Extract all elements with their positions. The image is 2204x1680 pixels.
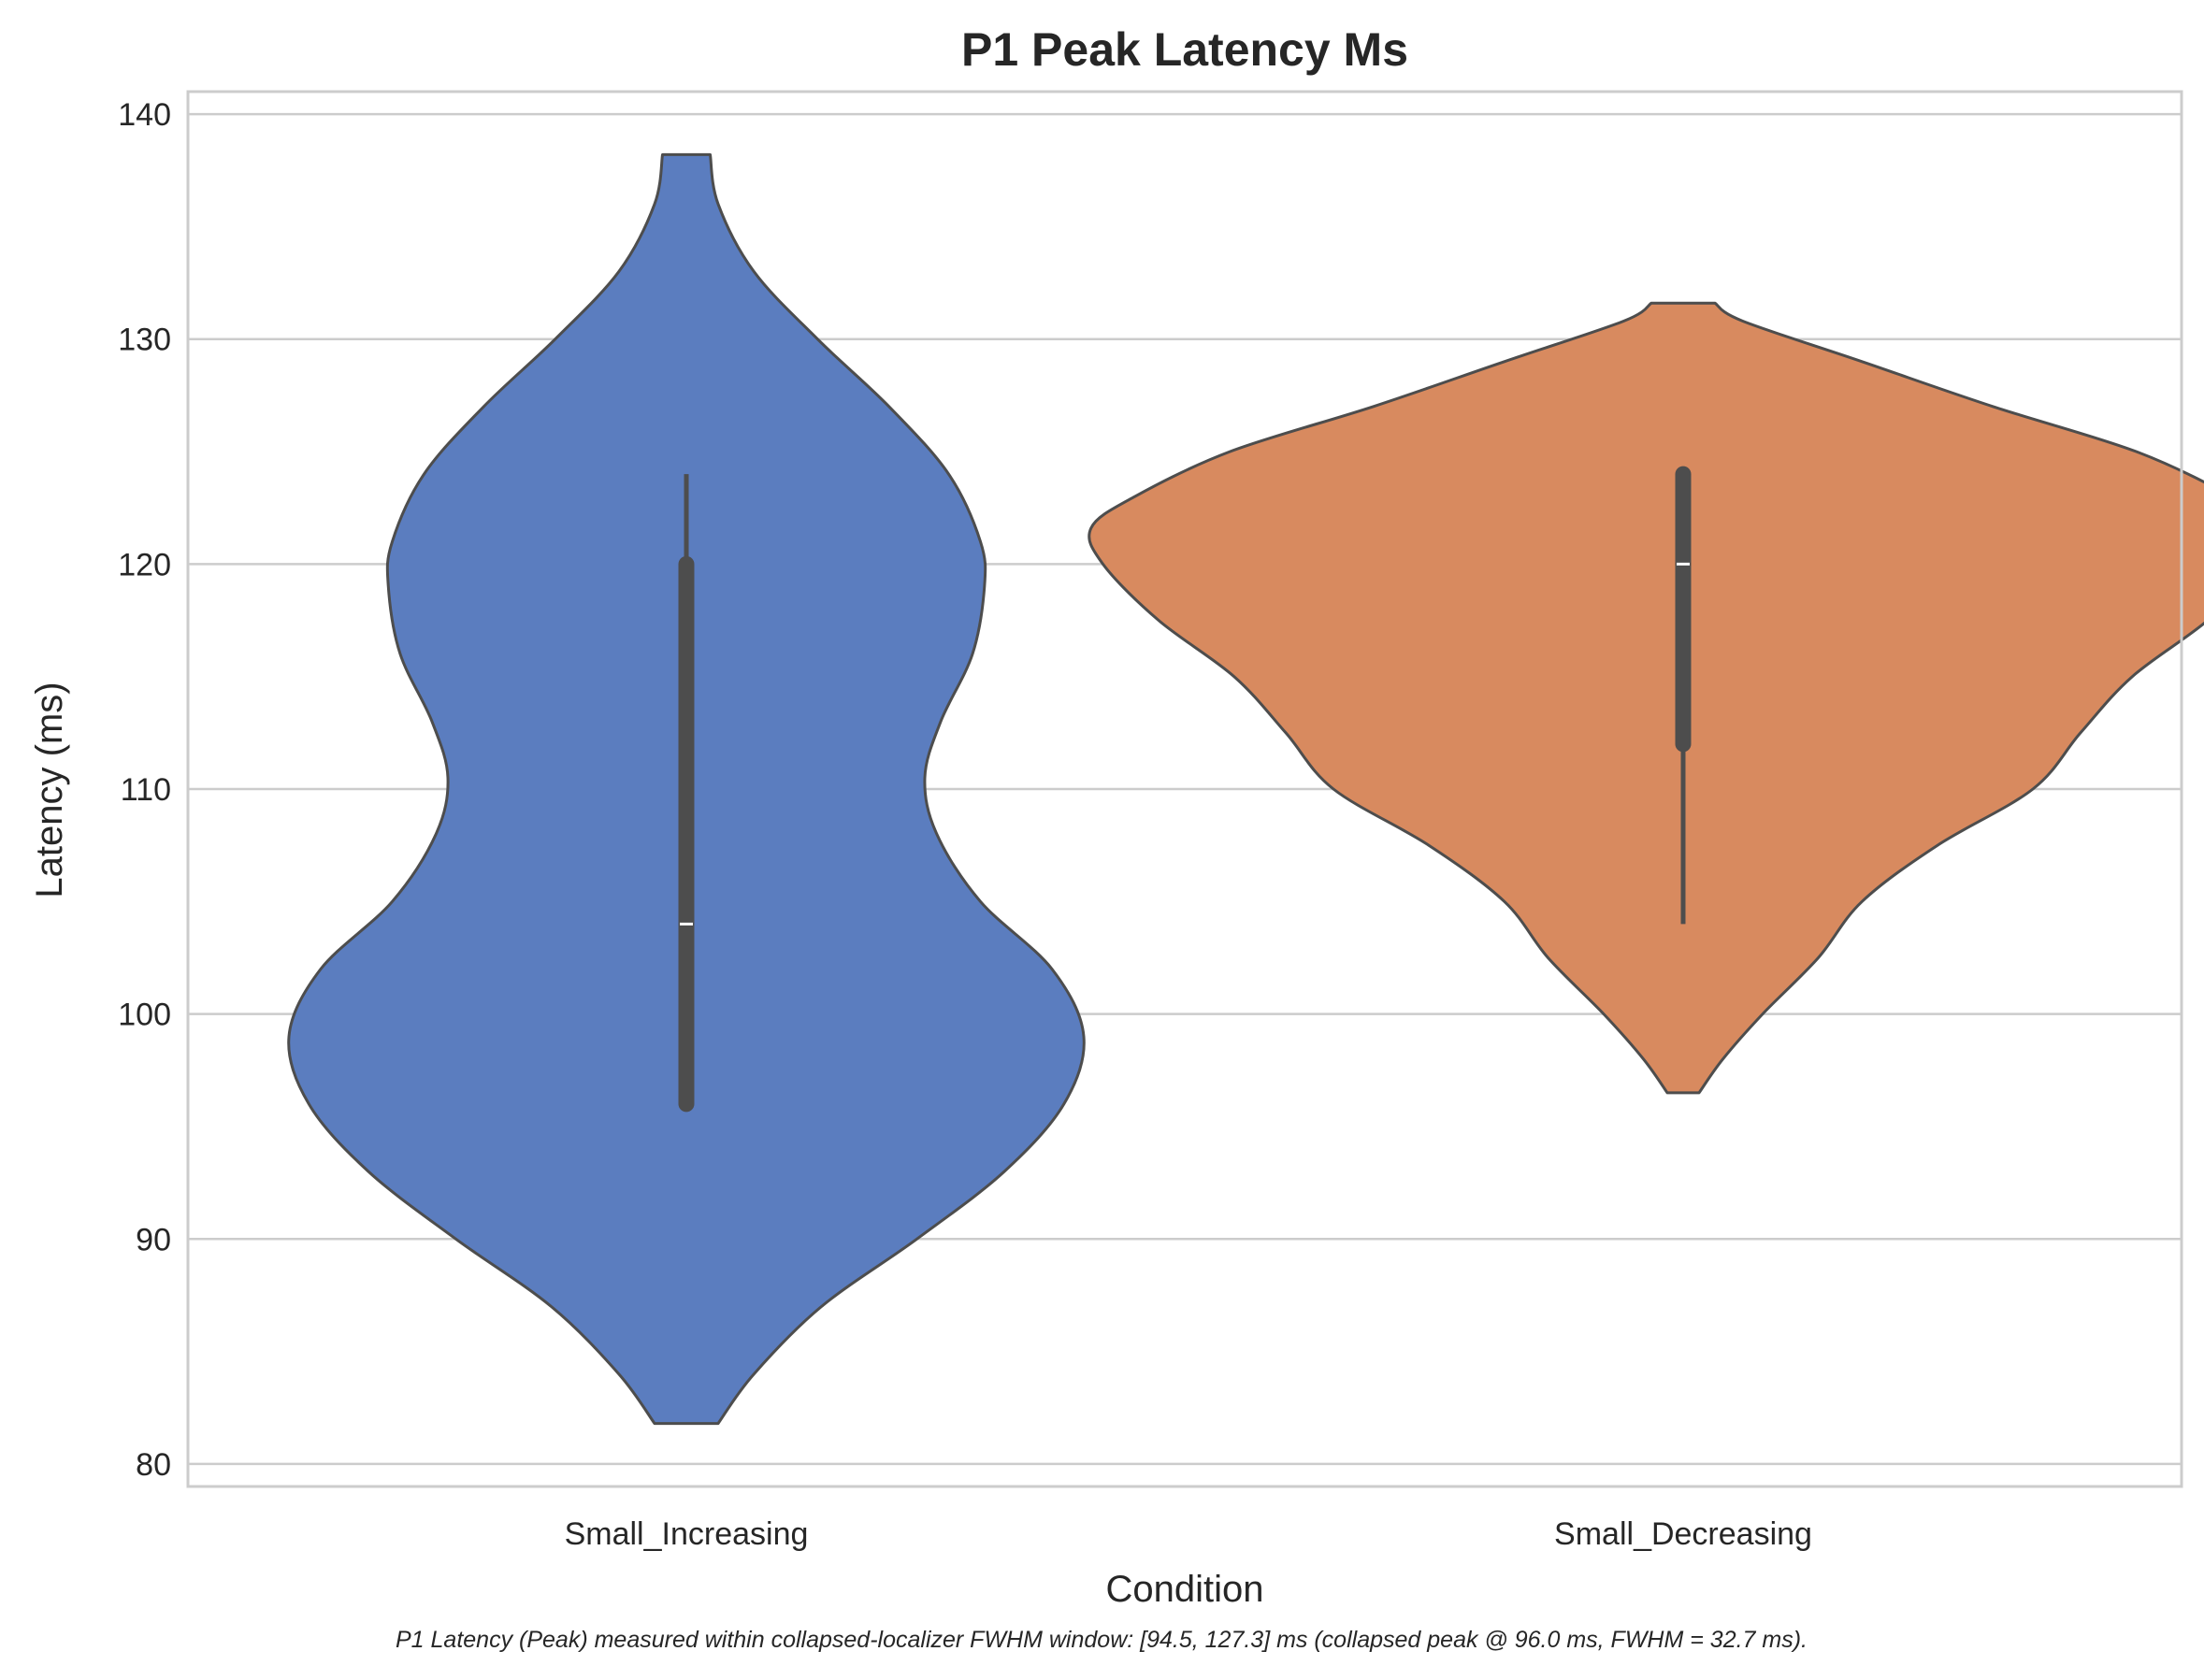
y-tick-labels: 80 90 100 110 120 130 140 [118,97,171,1483]
y-tick-label: 100 [118,998,171,1033]
y-tick-label: 110 [121,772,171,808]
x-tick-label: Small_Decreasing [1554,1516,1812,1552]
y-tick-label: 80 [136,1447,171,1483]
y-axis-label: Latency (ms) [29,682,70,897]
y-tick-label: 120 [118,547,171,582]
x-tick-label: Small_Increasing [565,1516,809,1552]
x-axis-label: Condition [1105,1569,1263,1610]
chart-title: P1 Peak Latency Ms [961,23,1408,76]
y-tick-label: 130 [118,323,171,358]
chart-caption: P1 Latency (Peak) measured within collap… [396,1627,1808,1653]
y-tick-label: 140 [118,97,171,133]
y-tick-label: 90 [136,1222,171,1257]
x-tick-labels: Small_Increasing Small_Decreasing [565,1516,1812,1552]
